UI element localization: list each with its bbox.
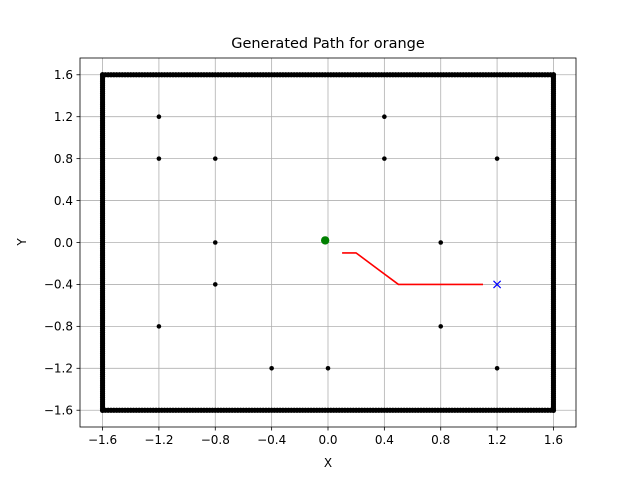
obstacle-point bbox=[156, 324, 162, 329]
start-marker bbox=[320, 236, 330, 245]
x-tick-label: 1.2 bbox=[488, 433, 507, 447]
x-tick-label: 0.4 bbox=[375, 433, 394, 447]
x-tick-label: −1.2 bbox=[144, 433, 173, 447]
boundary-dot bbox=[550, 72, 557, 78]
obstacle-point bbox=[325, 365, 331, 371]
y-tick-label: −0.4 bbox=[44, 278, 73, 292]
x-axis-ticks: −1.6 −1.2 −0.8 −0.4 0.0 0.4 0.8 1.2 1.6 bbox=[88, 427, 563, 447]
boundary-dot bbox=[99, 72, 106, 78]
path-line bbox=[342, 252, 483, 286]
obstacle-point bbox=[156, 156, 162, 161]
x-tick-label: −0.4 bbox=[257, 433, 286, 447]
obstacle-point bbox=[438, 324, 444, 329]
y-tick-label: 1.6 bbox=[54, 68, 73, 82]
y-tick-label: −0.8 bbox=[44, 320, 73, 334]
obstacle-point bbox=[382, 156, 387, 161]
chart-title: Generated Path for orange bbox=[231, 36, 425, 52]
y-axis-label: Y bbox=[15, 238, 29, 247]
x-tick-label: 0.0 bbox=[318, 433, 337, 447]
obstacle-point bbox=[212, 282, 218, 287]
obstacle-point bbox=[382, 114, 387, 120]
generated-path bbox=[342, 252, 483, 286]
x-tick-label: 0.8 bbox=[431, 433, 450, 447]
y-tick-label: 0.4 bbox=[54, 194, 73, 208]
y-tick-label: 1.2 bbox=[54, 110, 73, 124]
boundary-walls bbox=[99, 72, 557, 413]
obstacle-point bbox=[494, 365, 500, 371]
x-axis-label: X bbox=[324, 456, 332, 470]
goal-marker-stroke bbox=[493, 280, 502, 289]
obstacle-point bbox=[269, 365, 274, 371]
obstacle-point bbox=[438, 240, 444, 245]
obstacle-point bbox=[212, 240, 218, 245]
x-tick-label: −1.6 bbox=[88, 433, 117, 447]
y-tick-label: 0.8 bbox=[54, 152, 73, 166]
markers bbox=[320, 236, 502, 289]
x-tick-label: 1.6 bbox=[544, 433, 563, 447]
y-tick-label: 0.0 bbox=[54, 236, 73, 250]
y-axis-ticks: −1.6 −1.2 −0.8 −0.4 0.0 0.4 0.8 1.2 1.6 bbox=[44, 68, 80, 418]
goal-marker bbox=[493, 280, 502, 289]
obstacle-point bbox=[494, 156, 500, 161]
obstacle-point bbox=[212, 156, 218, 161]
y-tick-label: −1.2 bbox=[44, 362, 73, 376]
obstacle-points bbox=[156, 114, 500, 371]
x-tick-label: −0.8 bbox=[201, 433, 230, 447]
obstacle-point bbox=[156, 114, 162, 120]
y-tick-label: −1.6 bbox=[44, 404, 73, 418]
